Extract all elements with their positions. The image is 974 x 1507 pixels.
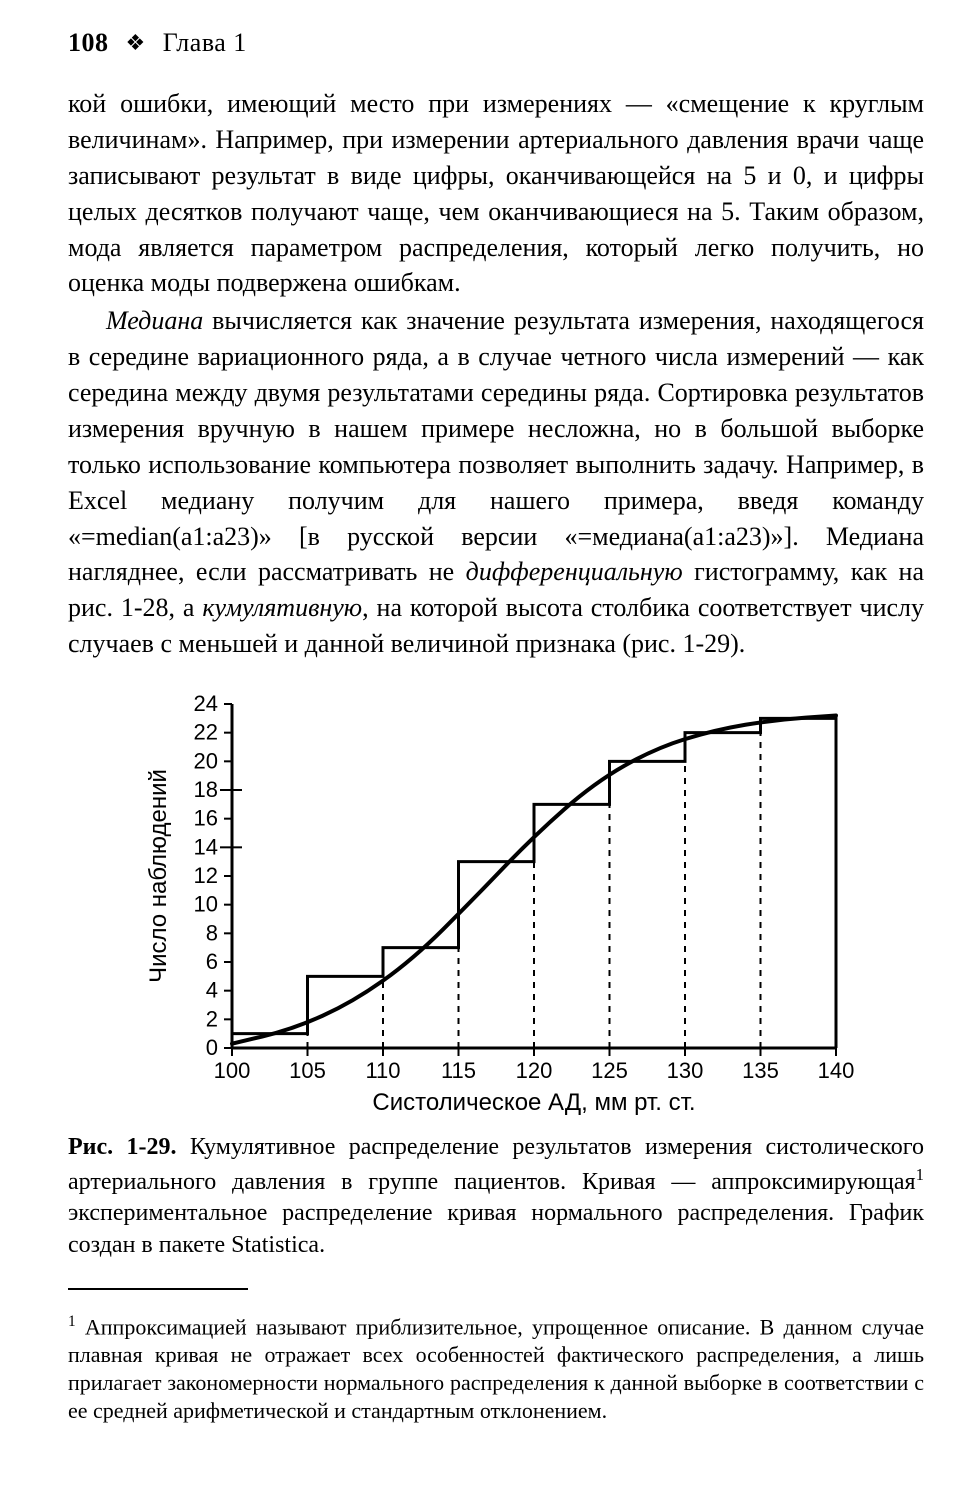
svg-text:0: 0	[206, 1035, 218, 1060]
caption-footnote-ref: 1	[916, 1165, 924, 1184]
svg-text:12: 12	[194, 863, 218, 888]
paragraph-2-text-a: вычисляется как значение результата изме…	[68, 306, 924, 586]
caption-text-b: экспериментальное распределение кривая н…	[68, 1200, 924, 1258]
page: 108 ❖ Глава 1 кой ошибки, имеющий место …	[0, 0, 974, 1507]
svg-text:135: 135	[742, 1058, 779, 1083]
footnote-text: Аппроксимацией называют приблизительное,…	[68, 1314, 924, 1423]
svg-text:105: 105	[289, 1058, 326, 1083]
caption-text-a: Кумулятивное распределение результатов и…	[68, 1134, 924, 1195]
svg-text:130: 130	[667, 1058, 704, 1083]
svg-text:120: 120	[516, 1058, 553, 1083]
page-number: 108	[68, 28, 109, 57]
svg-text:14: 14	[194, 834, 218, 859]
page-header: 108 ❖ Глава 1	[68, 28, 924, 58]
svg-text:2: 2	[206, 1006, 218, 1031]
svg-text:140: 140	[818, 1058, 855, 1083]
footnote-marker: 1	[68, 1313, 76, 1330]
svg-text:125: 125	[591, 1058, 628, 1083]
svg-text:20: 20	[194, 748, 218, 773]
paragraph-1-text: кой ошибки, имеющий место при измерениях…	[68, 89, 924, 297]
svg-text:6: 6	[206, 949, 218, 974]
chapter-label: Глава 1	[163, 28, 247, 57]
footnote: 1 Аппроксимацией называют приблизительно…	[68, 1312, 924, 1426]
paragraph-2: Медиана вычисляется как значение результ…	[68, 303, 924, 662]
paragraph-2-italic-1: дифференциальную	[466, 557, 683, 586]
svg-text:10: 10	[194, 892, 218, 917]
svg-text:22: 22	[194, 720, 218, 745]
chart-svg: 0246810121416182022241001051101151201251…	[136, 688, 856, 1118]
svg-text:100: 100	[214, 1058, 251, 1083]
svg-text:110: 110	[365, 1058, 400, 1083]
caption-lead: Рис. 1-29.	[68, 1134, 177, 1160]
figure-caption: Рис. 1-29. Кумулятивное распределение ре…	[68, 1132, 924, 1262]
svg-text:Систолическое АД, мм рт. ст.: Систолическое АД, мм рт. ст.	[372, 1089, 695, 1116]
cumulative-chart: 0246810121416182022241001051101151201251…	[136, 688, 856, 1118]
paragraph-2-italic-2: кумулятивную	[202, 593, 362, 622]
svg-text:Число наблюдений: Число наблюдений	[145, 769, 172, 983]
svg-text:16: 16	[194, 806, 218, 831]
svg-text:24: 24	[194, 691, 218, 716]
svg-text:8: 8	[206, 920, 218, 945]
footnote-rule	[68, 1288, 248, 1290]
svg-text:4: 4	[206, 978, 218, 1003]
svg-text:115: 115	[441, 1058, 476, 1083]
svg-text:18: 18	[194, 777, 218, 802]
header-diamond-icon: ❖	[126, 30, 146, 56]
paragraph-1: кой ошибки, имеющий место при измерениях…	[68, 86, 924, 301]
paragraph-2-lead: Медиана	[106, 306, 203, 335]
